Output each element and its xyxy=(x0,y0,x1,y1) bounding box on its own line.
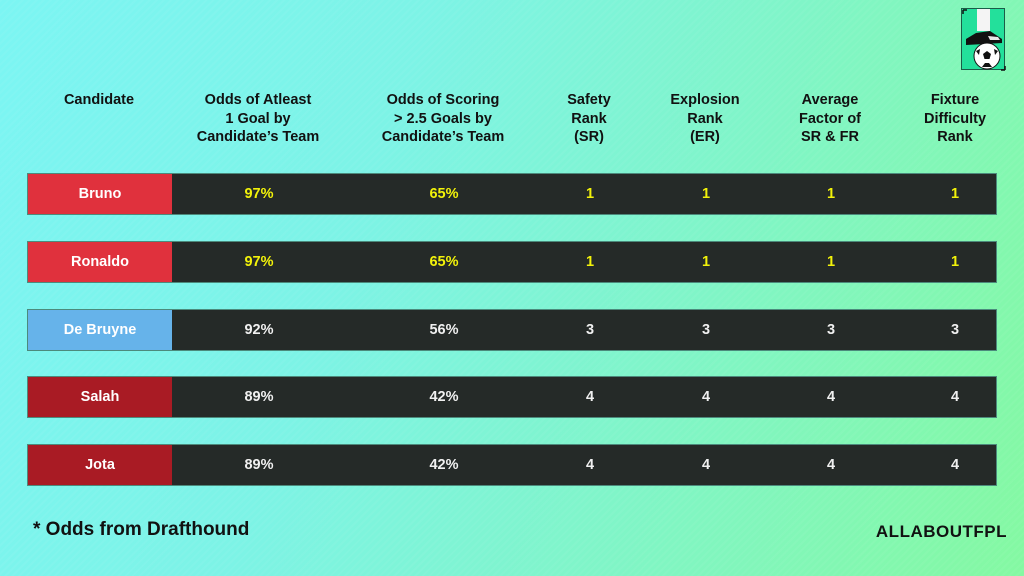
fixture-difficulty-cell: 1 xyxy=(950,254,960,270)
odds-2-5-goals-cell: 65% xyxy=(429,186,459,202)
explosion-rank-cell: 1 xyxy=(701,186,711,202)
odds-1-goal-cell: 97% xyxy=(244,254,274,270)
odds-1-goal-cell: 89% xyxy=(244,457,274,473)
odds-2-5-goals-cell: 65% xyxy=(429,254,459,270)
column-header-odds-2-5-goals: Odds of Scoring > 2.5 Goals by Candidate… xyxy=(381,92,505,145)
fixture-difficulty-cell: 3 xyxy=(950,322,960,338)
safety-rank-cell: 4 xyxy=(585,389,595,405)
safety-rank-cell: 1 xyxy=(585,186,595,202)
average-factor-cell: 4 xyxy=(826,457,836,473)
odds-2-5-goals-cell: 42% xyxy=(429,389,459,405)
fixture-difficulty-cell: 1 xyxy=(950,186,960,202)
odds-source-footnote: * Odds from Drafthound xyxy=(33,519,250,540)
table-row: Jota 89% 42% 4 4 4 4 xyxy=(27,444,997,486)
odds-2-5-goals-cell: 56% xyxy=(429,322,459,338)
average-factor-cell: 3 xyxy=(826,322,836,338)
candidate-name-cell: Jota xyxy=(28,445,172,485)
candidate-name-cell: Ronaldo xyxy=(28,242,172,282)
explosion-rank-cell: 3 xyxy=(701,322,711,338)
explosion-rank-cell: 1 xyxy=(701,254,711,270)
safety-rank-cell: 1 xyxy=(585,254,595,270)
safety-rank-cell: 3 xyxy=(585,322,595,338)
average-factor-cell: 4 xyxy=(826,389,836,405)
column-header-candidate: Candidate xyxy=(63,92,135,108)
candidate-name-cell: De Bruyne xyxy=(28,310,172,350)
table-row: Ronaldo 97% 65% 1 1 1 1 xyxy=(27,241,997,283)
candidate-name-cell: Salah xyxy=(28,377,172,417)
odds-1-goal-cell: 97% xyxy=(244,186,274,202)
odds-1-goal-cell: 92% xyxy=(244,322,274,338)
fixture-difficulty-cell: 4 xyxy=(950,389,960,405)
table-header: Candidate Odds of Atleast 1 Goal by Cand… xyxy=(0,91,1024,151)
candidate-name-cell: Bruno xyxy=(28,174,172,214)
column-header-explosion-rank: Explosion Rank (ER) xyxy=(670,92,740,145)
brand-watermark: ALLABOUTFPL xyxy=(875,522,1007,541)
column-header-odds-1-goal: Odds of Atleast 1 Goal by Candidate’s Te… xyxy=(196,92,320,145)
explosion-rank-cell: 4 xyxy=(701,389,711,405)
column-header-fixture-difficulty: Fixture Difficulty Rank xyxy=(923,92,987,145)
average-factor-cell: 1 xyxy=(826,186,836,202)
explosion-rank-cell: 4 xyxy=(701,457,711,473)
column-header-safety-rank: Safety Rank (SR) xyxy=(567,92,611,145)
odds-1-goal-cell: 89% xyxy=(244,389,274,405)
football-boot-on-ball-icon xyxy=(961,8,1006,71)
table-row: De Bruyne 92% 56% 3 3 3 3 xyxy=(27,309,997,351)
fixture-difficulty-cell: 4 xyxy=(950,457,960,473)
table-row: Bruno 97% 65% 1 1 1 1 xyxy=(27,173,997,215)
table-row: Salah 89% 42% 4 4 4 4 xyxy=(27,376,997,418)
average-factor-cell: 1 xyxy=(826,254,836,270)
safety-rank-cell: 4 xyxy=(585,457,595,473)
odds-2-5-goals-cell: 42% xyxy=(429,457,459,473)
column-header-average-factor: Average Factor of SR & FR xyxy=(798,92,862,145)
